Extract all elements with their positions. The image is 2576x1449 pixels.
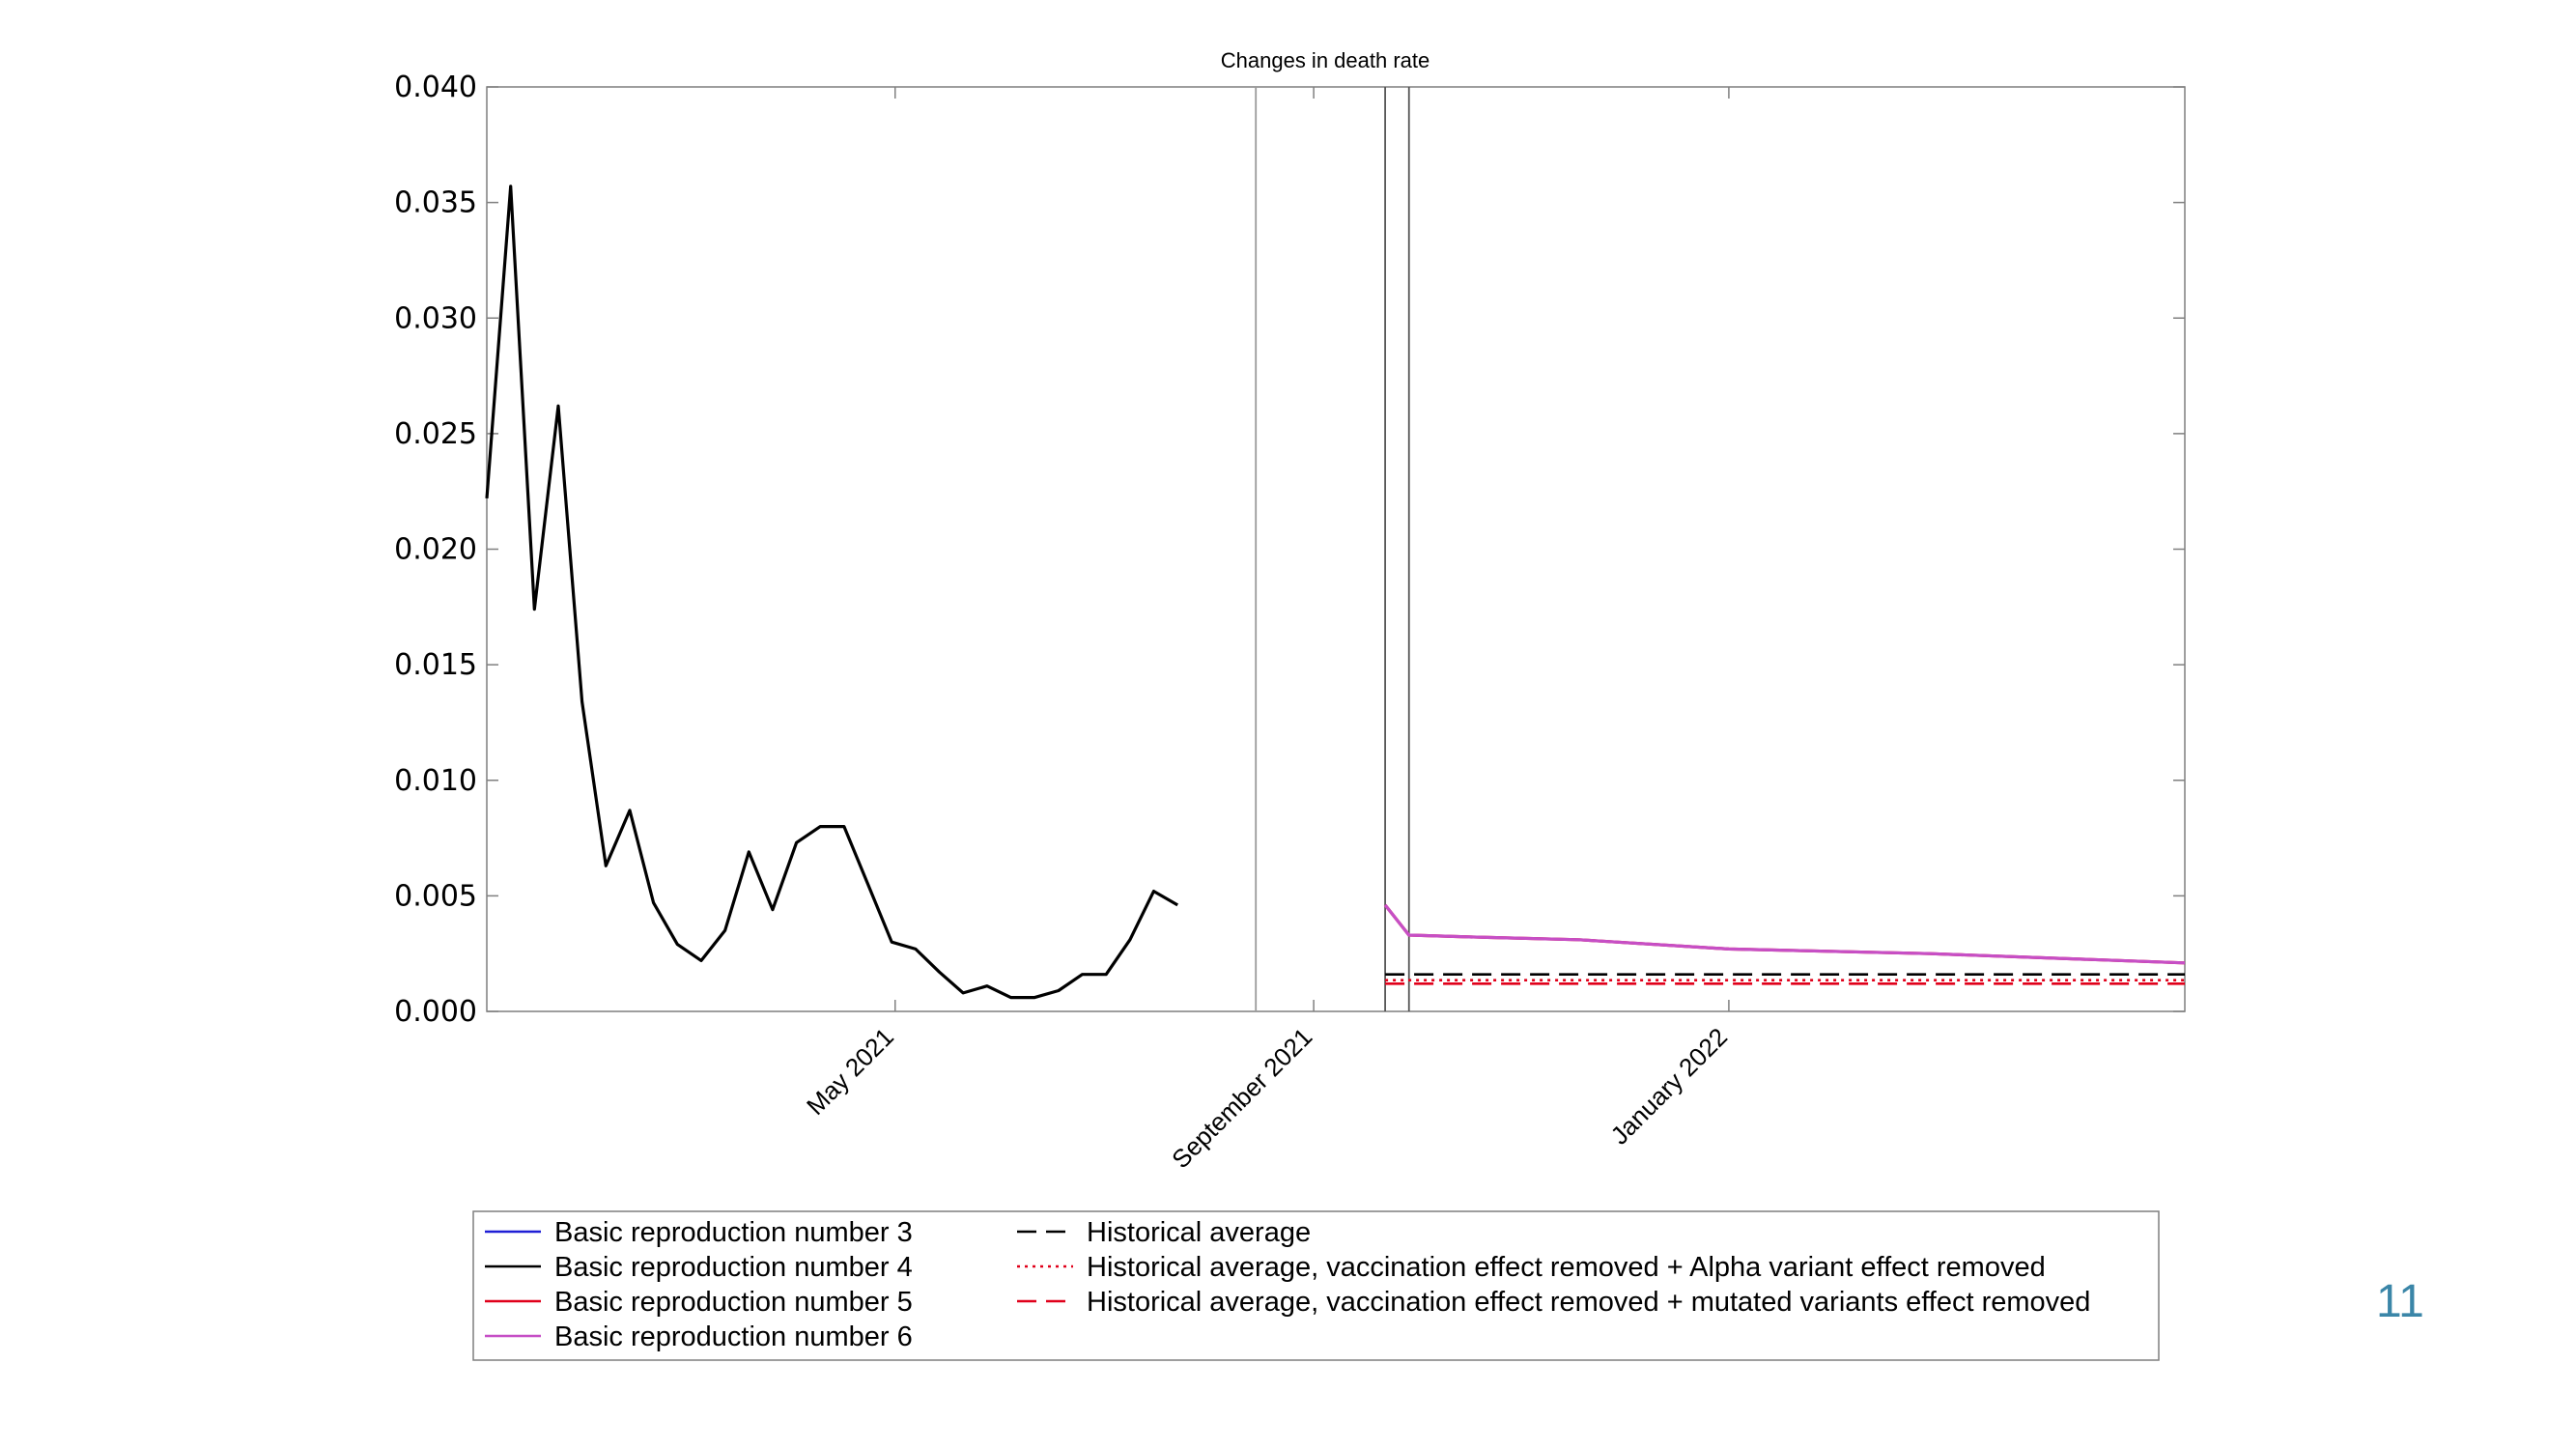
legend-label: Basic reproduction number 6 [554,1321,913,1352]
legend-label: Historical average, vaccination effect r… [1087,1252,2046,1283]
y-tick-label: 0.025 [394,417,477,451]
legend-label: Historical average, vaccination effect r… [1087,1287,2090,1318]
y-tick-label: 0.035 [394,186,477,220]
series-line [1383,903,2186,965]
y-tick-label: 0.000 [394,995,477,1029]
y-tick-label: 0.010 [394,764,477,798]
y-tick-label: 0.015 [394,648,477,682]
y-tick-label: 0.005 [394,879,477,913]
legend-label: Basic reproduction number 5 [554,1287,913,1318]
chart-title: Changes in death rate [1221,48,1430,72]
y-tick-label: 0.040 [394,71,477,104]
series-line [1383,903,2186,965]
legend-label: Basic reproduction number 3 [554,1217,913,1248]
series-lines [485,185,2186,1000]
x-tick-label: January 2022 [1605,1022,1734,1151]
legend: Basic reproduction number 3 Basic reprodu… [485,1217,2090,1352]
x-tick-label: May 2021 [801,1022,899,1121]
vertical-marker-lines [1255,87,1410,1011]
series-line [485,185,1179,1000]
legend-label: Historical average [1087,1217,1311,1248]
y-tick-label: 0.030 [394,301,477,335]
y-tick-label: 0.020 [394,533,477,567]
slide-number: 11 [2376,1276,2424,1327]
y-axis-ticks: 0.000 0.005 0.010 0.015 0.020 0.025 0.030 0.035… [394,71,2185,1029]
legend-label: Basic reproduction number 4 [554,1252,913,1283]
legend-box [472,1210,2160,1361]
x-tick-label: September 2021 [1166,1022,1317,1174]
